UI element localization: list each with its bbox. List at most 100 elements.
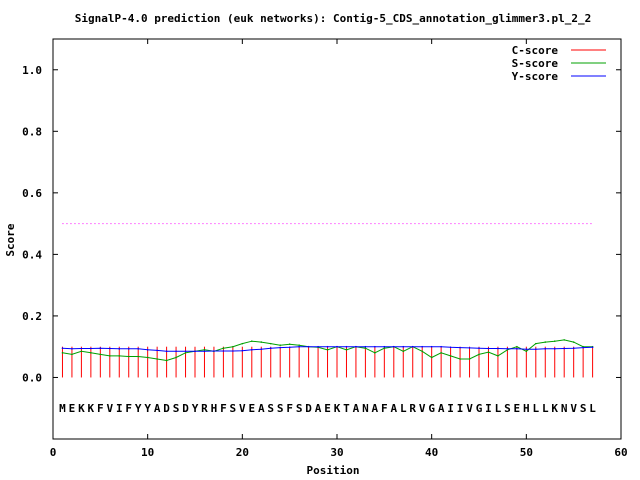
s-score-point — [269, 342, 272, 345]
y-score-point — [563, 347, 565, 350]
y-score-point — [468, 347, 471, 349]
s-score-point — [232, 345, 234, 348]
y-score-point — [393, 345, 395, 348]
y-score-point — [440, 345, 442, 348]
y-score-point — [535, 348, 537, 350]
s-score-point — [440, 352, 442, 354]
s-score-point — [165, 359, 168, 362]
y-score-point — [553, 348, 556, 350]
sequence-letter: I — [485, 402, 492, 415]
s-score-point — [118, 355, 121, 357]
y-score-point — [213, 350, 215, 352]
y-score-point — [411, 345, 414, 348]
y-score-point — [487, 347, 490, 350]
sequence-letter: N — [561, 402, 568, 415]
x-tick-label: 60 — [614, 446, 627, 459]
y-score-point — [251, 348, 253, 351]
y-score-point — [137, 348, 139, 350]
x-tick-label: 20 — [236, 446, 249, 459]
y-score-point — [90, 347, 92, 350]
s-score-point — [80, 350, 83, 353]
sequence-letter: L — [495, 402, 502, 415]
sequence-letter: L — [589, 402, 596, 415]
legend-label: C-score — [512, 44, 559, 57]
sequence-letter: L — [400, 402, 407, 415]
y-score-point — [497, 347, 499, 350]
s-score-point — [203, 348, 206, 351]
y-score-point — [156, 349, 158, 352]
s-score-point — [487, 351, 490, 354]
y-score-point — [61, 347, 64, 350]
y-score-point — [430, 345, 433, 348]
plot-frame — [52, 38, 622, 440]
s-score-point — [251, 340, 253, 342]
y-score-point — [99, 347, 102, 350]
sequence-letter: K — [78, 402, 85, 415]
x-tick-label: 0 — [50, 446, 57, 459]
y-score-point — [402, 345, 405, 348]
s-score-point — [402, 350, 405, 353]
y-axis-label: Score — [4, 223, 17, 256]
sequence-letter: K — [551, 402, 558, 415]
s-score-point — [430, 356, 433, 359]
y-score-point — [525, 348, 528, 350]
y-score-point — [307, 345, 310, 348]
sequence-letter: I — [116, 402, 123, 415]
axis-ticks: 0 10 20 30 40 50 60 0.0 0.2 0.4 0.6 0.8 1.0 — [22, 39, 628, 459]
y-score-point — [127, 348, 130, 350]
s-score-point — [459, 358, 461, 360]
s-score-point — [449, 355, 452, 357]
y-score-point — [582, 346, 584, 349]
y-score-point — [336, 345, 338, 348]
sequence-letter: D — [182, 402, 189, 415]
y-score-point — [279, 346, 282, 349]
y-tick-label: 0.8 — [22, 125, 42, 138]
sequence-letter: Y — [192, 402, 199, 415]
y-tick-label: 0.6 — [22, 187, 42, 200]
y-score-point — [326, 345, 329, 348]
y-score-point — [317, 345, 319, 348]
s-score-point — [345, 348, 348, 351]
s-score-point — [478, 353, 480, 356]
s-score-point — [525, 350, 528, 353]
sequence-letter: V — [466, 402, 473, 415]
s-score-point — [184, 352, 187, 354]
y-score-point — [516, 348, 518, 350]
sequence-letter: V — [570, 402, 577, 415]
sequence-letter: A — [390, 402, 397, 415]
x-axis-label: Position — [307, 464, 360, 477]
sequence-letter: F — [220, 402, 227, 415]
s-score-point — [175, 356, 177, 359]
s-score-point — [137, 355, 139, 358]
sequence-letter: A — [353, 402, 360, 415]
s-score-point — [90, 352, 92, 354]
sequence-letter: S — [267, 402, 274, 415]
legend-label: Y-score — [512, 70, 559, 83]
y-score-point — [345, 345, 348, 348]
sequence-letter: T — [343, 402, 350, 415]
s-score-point — [298, 344, 300, 346]
s-score-point — [71, 353, 73, 356]
sequence-letter: S — [580, 402, 587, 415]
sequence-letter: A — [315, 402, 322, 415]
sequence-letter: S — [277, 402, 284, 415]
x-tick-label: 40 — [425, 446, 438, 459]
c-score-layer — [61, 346, 594, 378]
y-score-point — [80, 347, 83, 350]
y-score-point — [232, 350, 234, 352]
s-score-point — [127, 355, 130, 358]
y-score-point — [288, 346, 291, 349]
sequence-letter: E — [69, 402, 76, 415]
y-score-point — [109, 347, 111, 350]
sequence-letter: L — [542, 402, 549, 415]
sequence-letter: E — [324, 402, 331, 415]
sequence-letter: A — [372, 402, 379, 415]
x-tick-label: 30 — [330, 446, 343, 459]
sequence-letter: Y — [144, 402, 151, 415]
y-score-point — [269, 347, 272, 350]
s-score-point — [326, 348, 329, 351]
y-score-point — [175, 350, 177, 353]
sequence-letter: F — [125, 402, 132, 415]
